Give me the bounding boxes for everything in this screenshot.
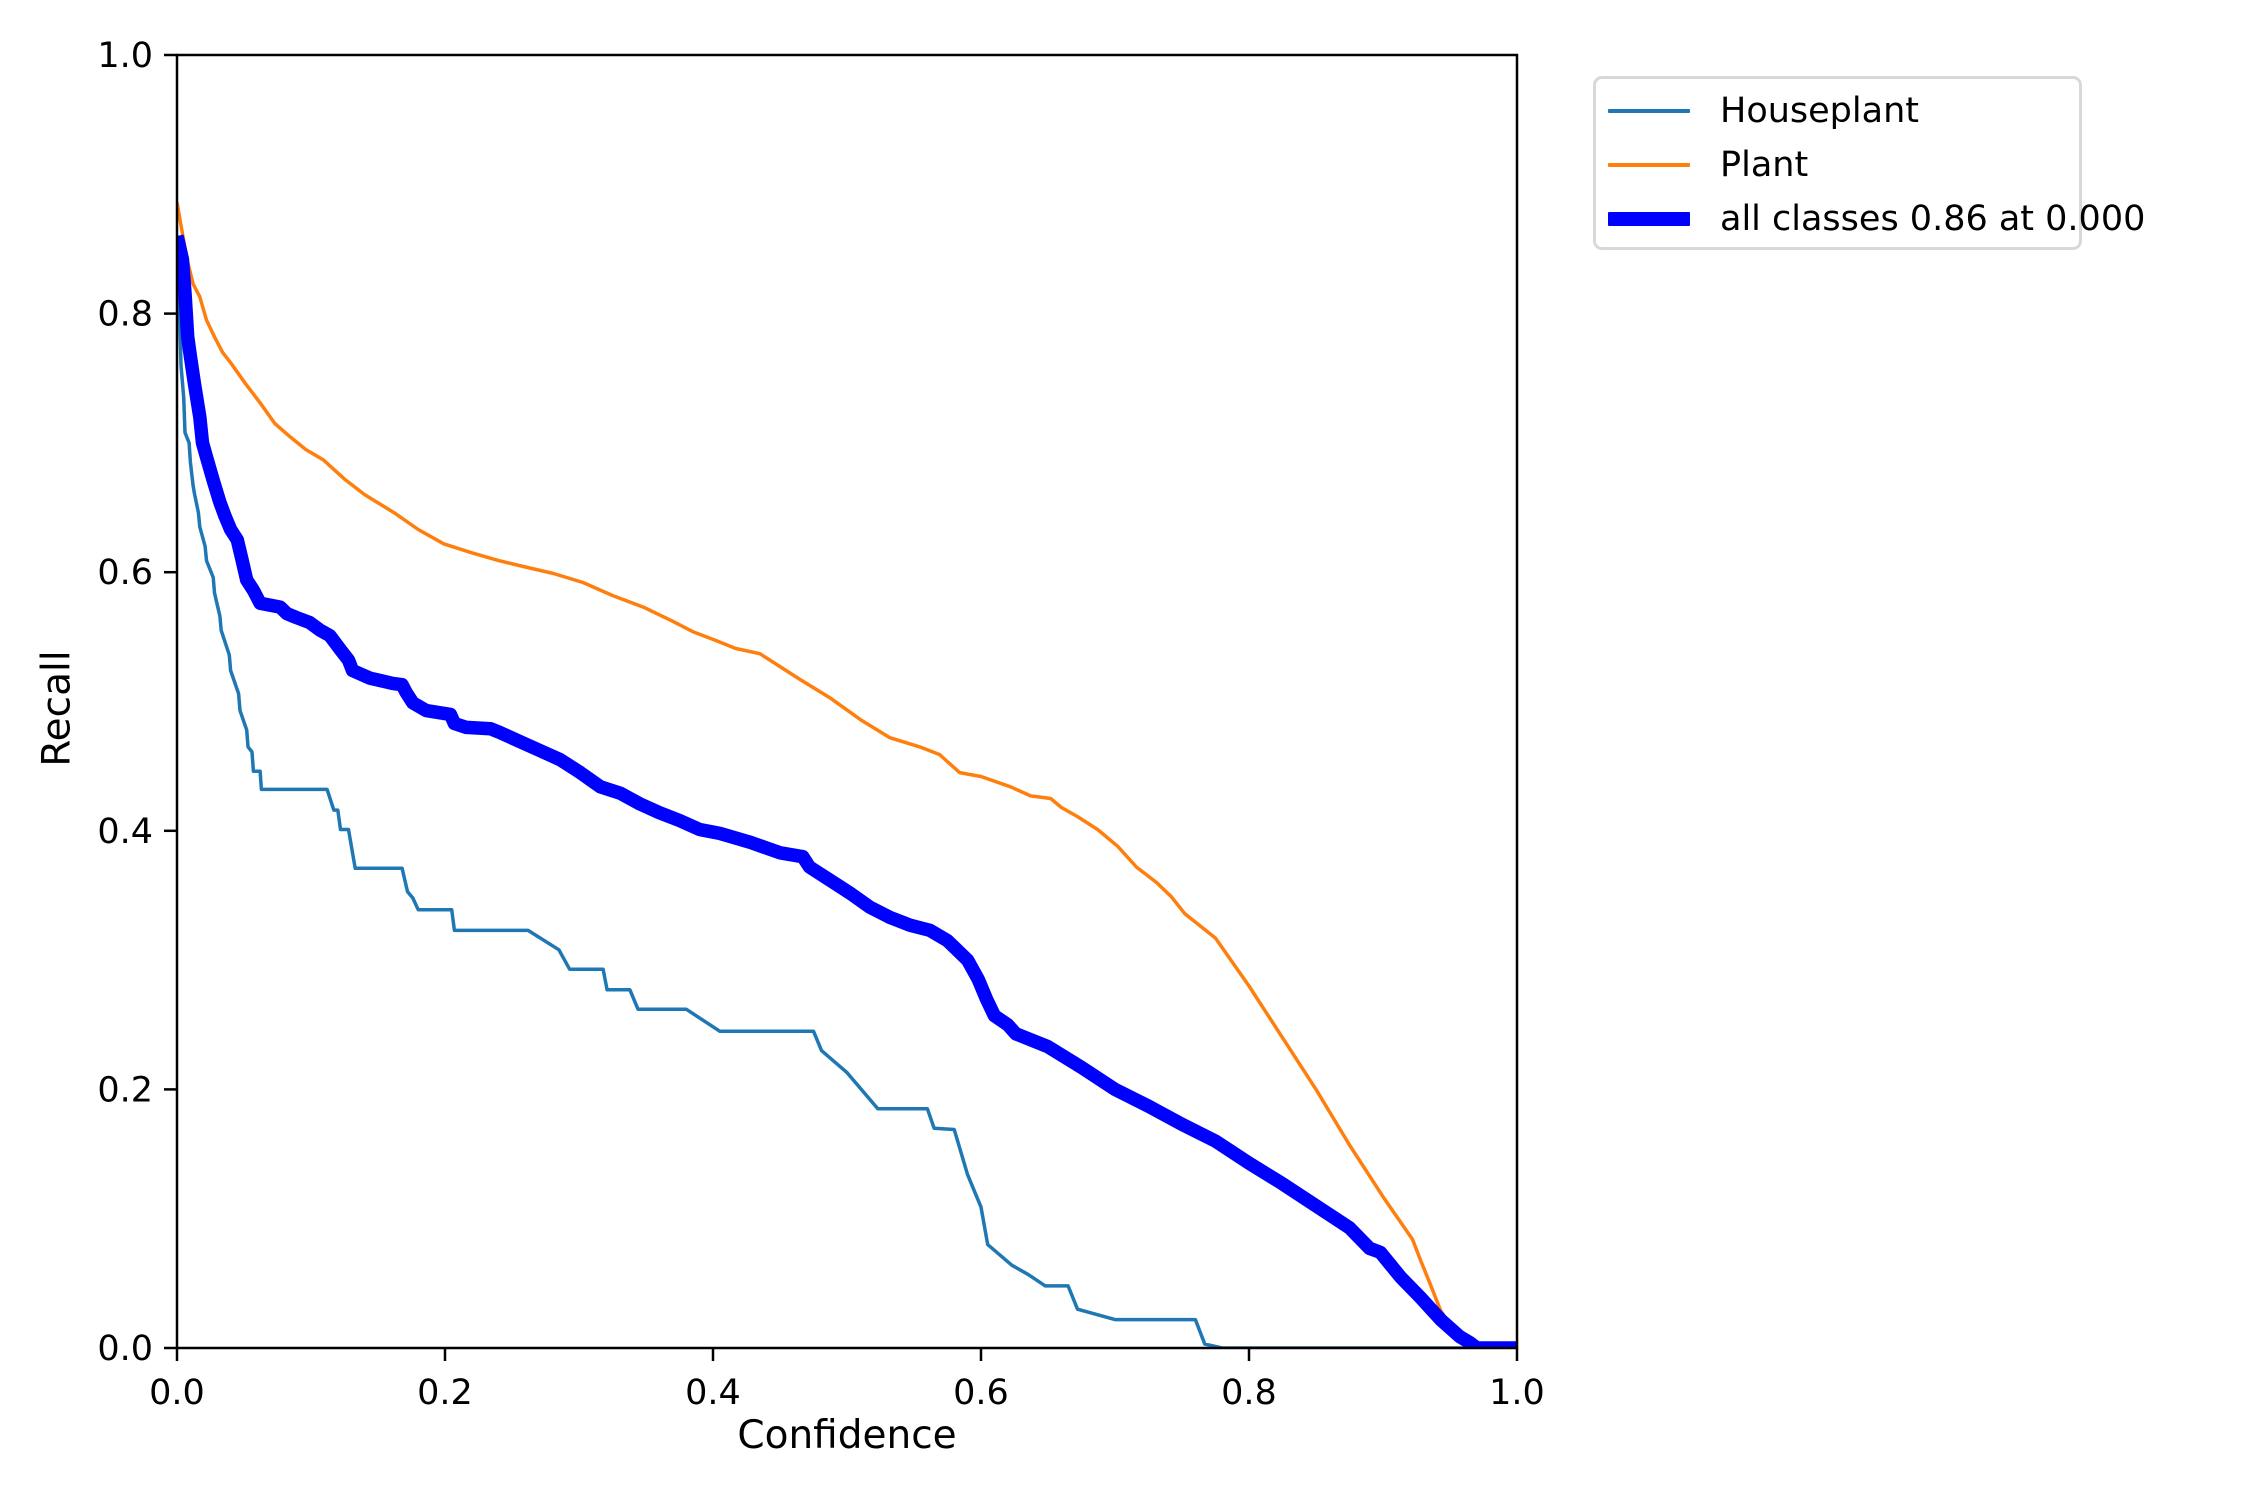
all-classes-line-swatch	[1608, 212, 1690, 226]
y-tick-label: 0.4	[97, 812, 153, 852]
legend-label-houseplant: Houseplant	[1720, 90, 1919, 131]
x-tick-label: 1.0	[1489, 1373, 1545, 1413]
x-axis-title: Confidence	[737, 1413, 957, 1458]
y-axis-title: Recall	[34, 650, 80, 767]
legend-label-plant: Plant	[1720, 144, 1809, 185]
legend-item-all-classes: all classes 0.86 at 0.000	[1596, 192, 2145, 246]
series-line-houseplant	[177, 235, 1517, 1348]
x-tick-label: 0.8	[1221, 1373, 1277, 1413]
legend: Houseplant Plant all classes 0.86 at 0.0…	[1593, 76, 2145, 250]
x-tick-label: 0.2	[417, 1373, 473, 1413]
series-line-plant	[177, 202, 1469, 1345]
legend-item-plant: Plant	[1596, 138, 2079, 192]
y-tick-label: 0.2	[97, 1070, 153, 1110]
series-line-all-classes-0-86-at-0-000	[177, 234, 1517, 1348]
y-tick-label: 0.6	[97, 553, 153, 593]
x-tick-label: 0.4	[685, 1373, 741, 1413]
axes-spines	[175, 53, 1519, 1350]
y-tick-label: 0.0	[97, 1329, 153, 1369]
legend-label-all-classes: all classes 0.86 at 0.000	[1720, 198, 2146, 239]
series-lines	[177, 202, 1517, 1348]
y-tick-label: 1.0	[97, 36, 153, 76]
plant-line-swatch	[1608, 163, 1690, 167]
x-tick-label: 0.6	[953, 1373, 1009, 1413]
x-tick-label: 0.0	[149, 1373, 205, 1413]
y-tick-label: 0.8	[97, 295, 153, 335]
legend-item-houseplant: Houseplant	[1596, 84, 2079, 138]
houseplant-line-swatch	[1608, 109, 1690, 113]
